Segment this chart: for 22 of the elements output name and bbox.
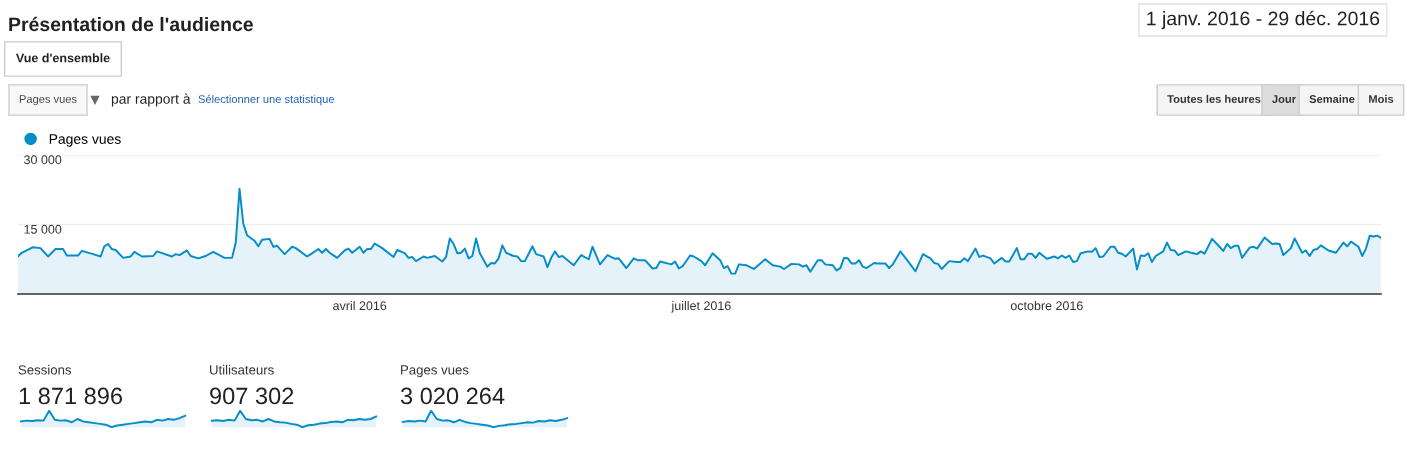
y-tick-label: 30 000 [24, 155, 62, 165]
chart-title: Présentation de l'audience [9, 16, 253, 32]
x-tick-label: avril 2016 [333, 300, 387, 311]
text: Jour [1272, 95, 1296, 103]
text: Pages vues [19, 95, 77, 106]
chart-title: Pages vues [401, 365, 469, 378]
text: 1 871 896 [19, 387, 122, 405]
chart-title: Utilisateurs [210, 364, 274, 375]
text: Mois [1369, 94, 1394, 103]
text: Semaine [1309, 94, 1355, 103]
y-tick-label: 15 000 [24, 224, 62, 234]
chart-subtitle: 1 janv. 2016 - 29 déc. 2016 [1147, 10, 1380, 30]
text: Toutes les heures [1167, 94, 1261, 103]
text: Vue d'ensemble [15, 53, 110, 63]
chart-title: Sessions [18, 364, 72, 375]
x-tick-label: juillet 2016 [671, 300, 731, 313]
x-tick-label: octobre 2016 [1010, 300, 1083, 311]
text: Sélectionner une statistique [198, 94, 335, 106]
text: 907 302 [210, 387, 294, 405]
text: 3 020 264 [400, 387, 505, 405]
legend-label: Pages vues [49, 134, 121, 147]
text: par rapport à [111, 93, 191, 107]
